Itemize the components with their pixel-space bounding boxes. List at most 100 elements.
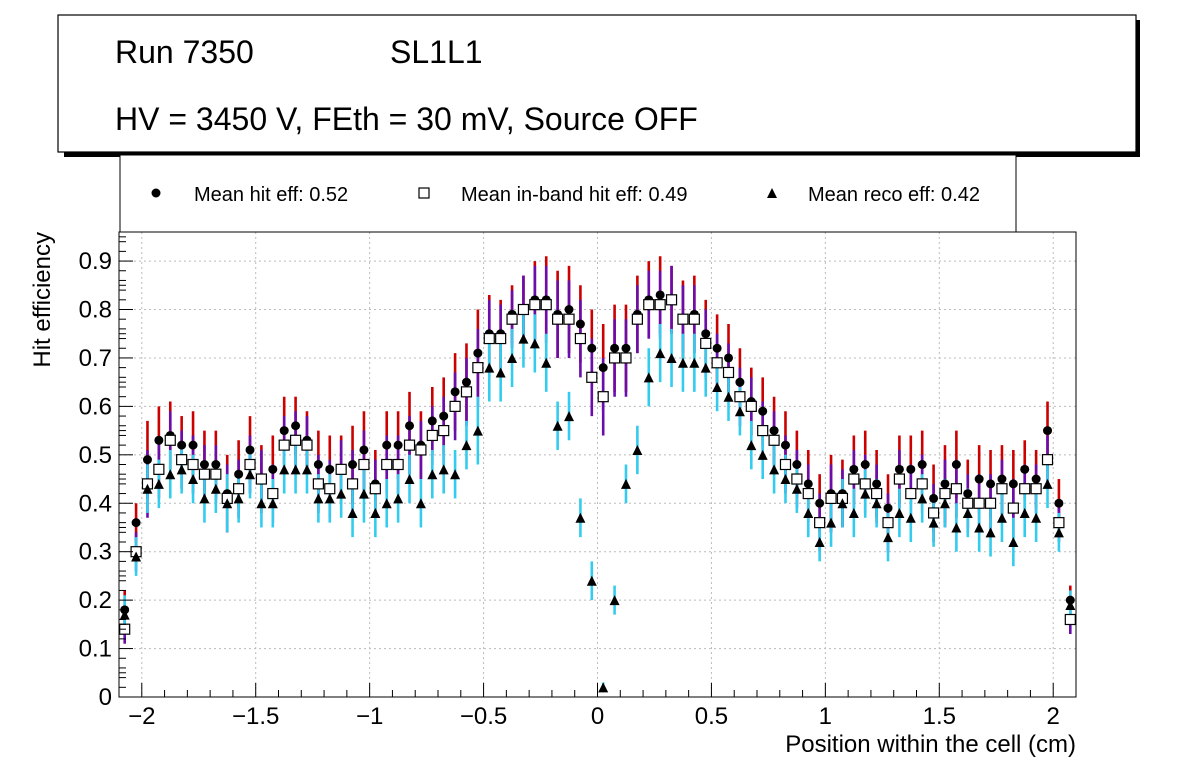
reco-eff-point [381,498,392,509]
reco-eff-point [814,537,825,547]
inband-eff-point [643,299,655,311]
hit-eff-point [450,387,460,397]
inband-eff-point [574,332,587,345]
hit-eff-point [211,460,221,469]
hit-eff-point [1020,464,1030,474]
reco-eff-point [290,464,301,475]
reco-eff-point [347,507,358,518]
reco-eff-point [415,498,426,509]
title-box [57,14,1137,153]
inband-eff-point [381,458,393,471]
hit-eff-point [245,445,255,455]
inband-eff-point [289,434,302,446]
hit-eff-point [940,479,950,489]
hit-eff-point [587,343,597,353]
inband-eff-point [927,507,940,519]
inband-eff-point [871,487,883,500]
reco-eff-point [894,507,905,518]
inband-eff-point [768,434,780,446]
reco-eff-point [564,411,575,422]
x-axis-label: Position within the cell (cm) [785,731,1076,758]
legend-reco-label: Mean reco eff: 0.42 [808,184,980,206]
axis-ticks: −2 −1.5 −1 −0.5 0 0.5 1 1.5 2 0 0.1 0.2 0.3 0.4 0.5 0.6… [79,231,1077,730]
hit-eff-point [291,421,301,431]
inband-eff-point [620,352,632,364]
inband-eff-point [597,391,609,403]
reco-eff-point [358,488,369,499]
hit-eff-point [313,460,323,469]
inband-eff-point [324,483,336,495]
inband-eff-point [848,473,860,485]
reco-eff-point [518,333,529,344]
inband-eff-point [346,478,359,490]
reco-eff-point [905,512,916,523]
reco-eff-point [643,372,654,383]
inband-eff-point [369,483,381,495]
reco-eff-point [951,522,962,533]
inband-eff-point [1053,517,1065,529]
hit-eff-point [951,460,961,469]
reco-eff-point [199,493,210,504]
reco-eff-point [507,352,518,363]
reco-eff-point [1042,478,1053,489]
hit-eff-point [792,460,802,469]
inband-eff-point [153,463,165,475]
hit-eff-point [883,503,893,513]
inband-eff-point [358,458,370,471]
reco-eff-point [336,488,347,499]
hit-eff-point [427,416,437,426]
reco-eff-point [917,493,928,504]
hit-eff-point [234,469,244,479]
hit-eff-point [393,440,403,450]
inband-eff-point [552,313,564,325]
hit-eff-point [131,518,141,528]
inband-eff-point [1030,483,1042,495]
legend-inband-marker [418,187,430,199]
inband-eff-point [734,391,746,403]
inband-eff-point [996,483,1008,495]
layer-label: SL1L1 [390,34,483,70]
hit-eff-point [268,464,278,474]
inband-eff-point [426,429,438,442]
y-tick-label: 0.9 [79,248,112,275]
legend-hit-label: Mean hit eff: 0.52 [194,184,348,206]
inband-eff-point [791,473,803,485]
reco-eff-point [313,493,324,504]
inband-eff-point [814,517,826,529]
hit-eff-point [473,348,483,358]
inband-eff-point [631,313,643,325]
reco-eff-point [974,522,985,533]
inband-eff-point [335,463,347,475]
hit-eff-point [348,460,358,469]
x-tick-label: 1 [819,703,832,730]
y-tick-label: 0.8 [79,297,112,324]
reco-eff-point [996,512,1007,523]
reco-eff-point [245,469,256,480]
hit-eff-point [712,343,722,353]
inband-eff-point [460,386,473,398]
y-tick-label: 0.1 [79,636,112,663]
inband-eff-point [164,434,176,446]
inband-eff-point [278,439,290,451]
reco-eff-point [860,488,871,499]
hit-eff-point [735,377,745,387]
inband-eff-point [802,487,814,500]
reco-eff-point [142,483,153,494]
inband-eff-point [916,478,928,490]
reco-eff-point [939,498,950,509]
reco-eff-point [746,440,757,451]
inband-eff-point [779,458,792,471]
inband-eff-point [210,468,222,480]
legend-box [119,154,1017,233]
reco-eff-point [1031,512,1042,523]
reco-eff-point [609,595,620,606]
hit-eff-point [758,406,768,416]
reco-eff-point [153,478,164,489]
hit-eff-point [325,464,335,474]
hit-eff-point [575,319,585,329]
reco-eff-point [985,527,996,538]
x-tick-label: −1.5 [232,703,279,730]
reco-eff-point [450,469,461,480]
x-tick-label: 1.5 [923,703,956,730]
run-label: Run 7350 [115,34,254,70]
